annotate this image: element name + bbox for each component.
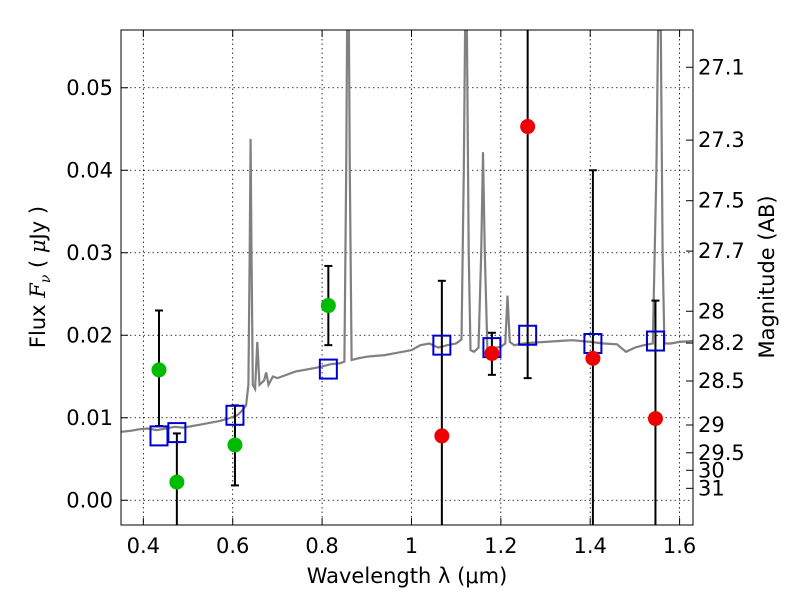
data-points xyxy=(151,119,663,490)
y-tick-label: 0.04 xyxy=(66,158,113,182)
upper-limit-point xyxy=(520,119,536,135)
mag-tick-label: 31 xyxy=(698,476,725,500)
model-box xyxy=(432,334,452,356)
x-tick-label: 0.6 xyxy=(216,534,249,558)
x-axis-label: Wavelength λ (μm) xyxy=(307,564,508,588)
x-tick-label: 0.4 xyxy=(127,534,160,558)
mag-tick-label: 27.7 xyxy=(698,239,745,263)
mag-tick-label: 27.5 xyxy=(698,189,745,213)
detection-point xyxy=(227,437,243,453)
y-tick-label: 0.03 xyxy=(66,241,113,265)
model-box xyxy=(167,422,187,444)
upper-limit-point xyxy=(484,345,500,361)
model-box xyxy=(645,330,665,352)
mag-tick-label: 27.3 xyxy=(698,128,745,152)
y-tick-label: 0.01 xyxy=(66,406,113,430)
mag-tick-label: 30 xyxy=(698,458,725,482)
y2-axis-label: Magnitude (AB) xyxy=(755,195,779,358)
mag-tick-label: 29.5 xyxy=(698,441,745,465)
x-tick-label: 0.8 xyxy=(305,534,338,558)
x-tick-label: 1.4 xyxy=(574,534,607,558)
template-spectrum-line xyxy=(121,30,693,433)
mag-tick-label: 28.2 xyxy=(698,331,745,355)
mag-tick-label: 29 xyxy=(698,413,725,437)
upper-limit-point xyxy=(647,411,663,427)
x-tick-label: 1.2 xyxy=(484,534,517,558)
y-tick-label: 0.02 xyxy=(66,323,113,347)
grid xyxy=(121,30,693,525)
detection-point xyxy=(320,298,336,314)
model-box xyxy=(225,404,245,426)
y-axis-label: Flux Fν ( μJy ) xyxy=(26,206,54,348)
model-box xyxy=(518,324,538,346)
mag-tick-label: 27.1 xyxy=(698,55,745,79)
upper-limit-point xyxy=(434,428,450,444)
model-boxes xyxy=(149,324,665,447)
detection-point xyxy=(169,474,185,490)
model-box xyxy=(318,358,338,380)
x-tick-label: 1 xyxy=(405,534,418,558)
y-tick-label: 0.05 xyxy=(66,76,113,100)
plot-frame xyxy=(120,29,694,526)
ticks: 0.4 0.6 0.8 1 1.2 1.4 1.6 0.00 0.01 0.02 0.03 0.04 0… xyxy=(66,30,745,558)
plot-area xyxy=(121,30,693,525)
x-tick-label: 1.6 xyxy=(663,534,696,558)
mag-tick-label: 28.5 xyxy=(698,369,745,393)
detection-point xyxy=(151,362,167,378)
upper-limit-point xyxy=(585,350,601,366)
mag-tick-label: 28 xyxy=(698,299,725,323)
y-tick-label: 0.00 xyxy=(66,488,113,512)
